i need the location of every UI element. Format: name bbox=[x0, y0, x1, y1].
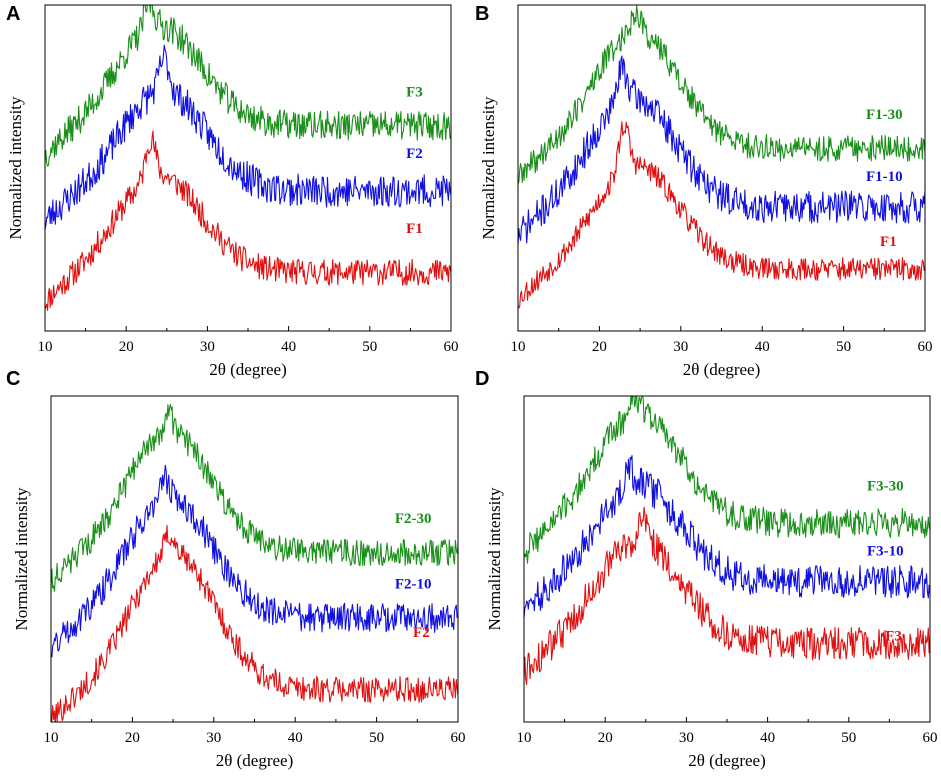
series-line-f2-30 bbox=[51, 403, 458, 592]
y-axis-title: Normalized intensity bbox=[485, 487, 504, 631]
series-line-f2-10 bbox=[51, 464, 458, 658]
x-tick-label: 50 bbox=[362, 339, 377, 355]
series-label-f3-30: F3-30 bbox=[867, 479, 904, 495]
panel-b: B 10 20 30 40 50 60 2θ (degree) Normalized inten… bbox=[475, 3, 933, 379]
plot-frame bbox=[517, 4, 926, 332]
x-tick-label: 30 bbox=[673, 339, 688, 355]
x-tick-label: 50 bbox=[836, 339, 851, 355]
x-tick-label: 60 bbox=[918, 339, 933, 355]
x-tick-label: 30 bbox=[679, 730, 694, 746]
y-axis-title: Normalized intensity bbox=[12, 487, 31, 631]
series-line-f1 bbox=[45, 130, 451, 311]
panel-letter: B bbox=[475, 3, 489, 25]
x-tick-label: 20 bbox=[119, 339, 134, 355]
x-axis-title: 2θ (degree) bbox=[688, 751, 766, 770]
series-label-f3-10: F3-10 bbox=[867, 544, 904, 560]
x-axis-title: 2θ (degree) bbox=[209, 360, 287, 379]
x-tick-label: 60 bbox=[451, 730, 466, 746]
series-line-f3-10 bbox=[524, 455, 930, 619]
x-tick-label: 50 bbox=[841, 730, 856, 746]
x-tick-label: 60 bbox=[923, 730, 938, 746]
x-tick-label: 20 bbox=[598, 730, 613, 746]
panel-c: C 10 20 30 40 50 60 2θ (degree) Normalized inten… bbox=[6, 368, 466, 770]
panel-letter: C bbox=[6, 368, 20, 390]
y-axis-title: Normalized intensity bbox=[6, 96, 25, 240]
series-line-f3-30 bbox=[524, 396, 930, 564]
x-tick-label: 10 bbox=[44, 730, 59, 746]
series-line-f2 bbox=[45, 44, 451, 230]
x-axis-title: 2θ (degree) bbox=[216, 751, 294, 770]
x-tick-label: 40 bbox=[760, 730, 775, 746]
x-tick-label: 20 bbox=[592, 339, 607, 355]
plot-frame bbox=[44, 4, 452, 332]
series-label-f1-30: F1-30 bbox=[866, 107, 903, 123]
x-tick-label: 30 bbox=[200, 339, 215, 355]
series-label-f2-10: F2-10 bbox=[395, 576, 432, 592]
panel-letter: D bbox=[475, 368, 489, 390]
x-axis-title: 2θ (degree) bbox=[683, 360, 761, 379]
series-line-f3 bbox=[524, 506, 930, 686]
x-tick-label: 10 bbox=[517, 730, 532, 746]
series-line-f3 bbox=[45, 5, 451, 167]
x-tick-label: 40 bbox=[288, 730, 303, 746]
series-label-f1: F1 bbox=[880, 234, 897, 250]
x-tick-label: 10 bbox=[511, 339, 526, 355]
series-label-f2: F2 bbox=[406, 146, 423, 162]
panel-letter: A bbox=[6, 3, 20, 25]
panel-d: D 10 20 30 40 50 60 2θ (degree) Normalized inten… bbox=[475, 368, 938, 770]
x-tick-label: 10 bbox=[38, 339, 53, 355]
series-line-f1 bbox=[518, 121, 925, 309]
series-line-f1-30 bbox=[518, 5, 925, 185]
series-label-f3: F3 bbox=[406, 84, 423, 100]
x-tick-label: 60 bbox=[444, 339, 459, 355]
x-tick-label: 20 bbox=[125, 730, 140, 746]
series-label-f2: F2 bbox=[413, 625, 430, 641]
y-axis-title: Normalized intensity bbox=[479, 96, 498, 240]
series-line-f1-10 bbox=[518, 55, 925, 245]
series-label-f3: F3 bbox=[885, 629, 902, 645]
x-tick-label: 40 bbox=[755, 339, 770, 355]
x-tick-label: 40 bbox=[281, 339, 296, 355]
series-line-f2 bbox=[51, 524, 458, 722]
x-tick-label: 50 bbox=[369, 730, 384, 746]
panel-a: A 10 20 30 40 50 60 2θ (degree) Normalized inten… bbox=[6, 3, 459, 379]
series-label-f1-10: F1-10 bbox=[866, 169, 903, 185]
series-label-f1: F1 bbox=[406, 221, 423, 237]
series-label-f2-30: F2-30 bbox=[395, 511, 432, 527]
x-tick-label: 30 bbox=[206, 730, 221, 746]
